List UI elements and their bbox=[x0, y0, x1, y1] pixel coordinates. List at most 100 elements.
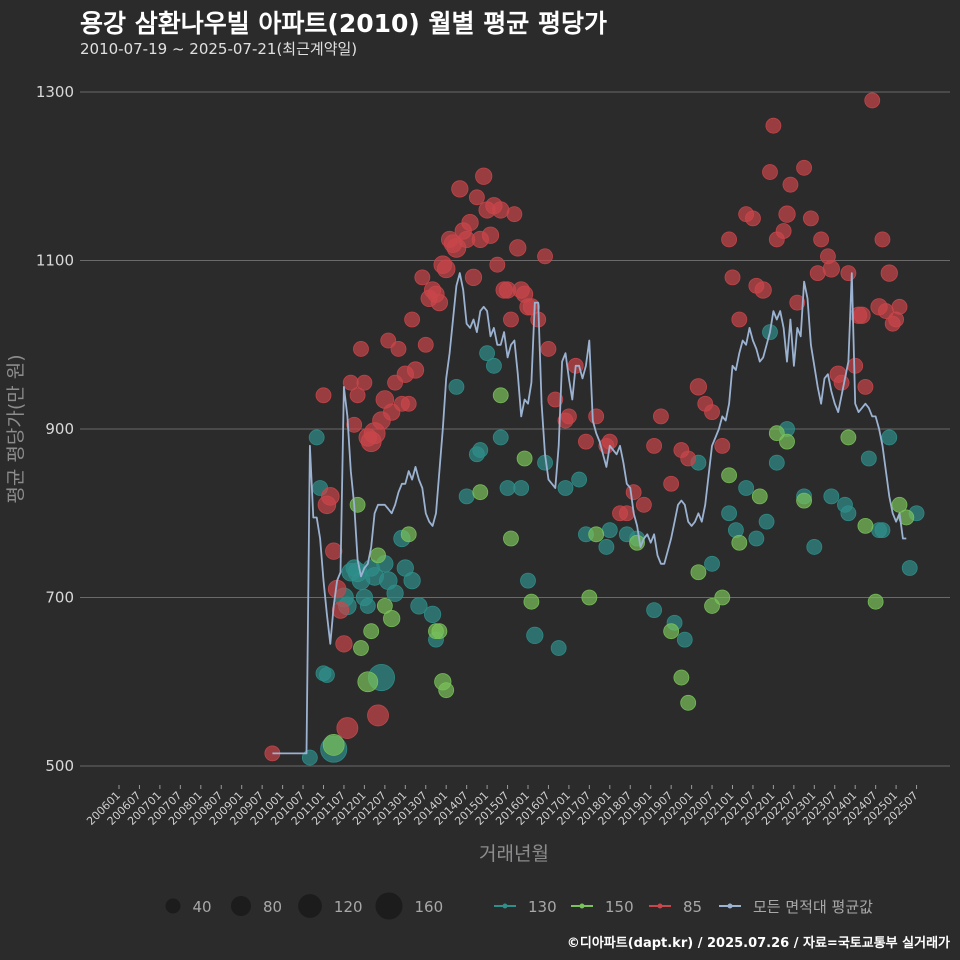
point-s150 bbox=[663, 623, 680, 640]
grid-lines bbox=[80, 91, 950, 767]
point-s130 bbox=[758, 513, 775, 530]
point-s130 bbox=[676, 631, 693, 648]
point-s85 bbox=[346, 416, 363, 433]
chart-subtitle: 2010-07-19 ~ 2025-07-21(최근계약일) bbox=[80, 40, 358, 58]
point-s85 bbox=[663, 475, 680, 492]
point-s130 bbox=[520, 572, 536, 589]
point-s150 bbox=[751, 488, 768, 505]
point-s150 bbox=[523, 593, 540, 610]
point-s85 bbox=[560, 408, 577, 425]
legend-size-label: 40 bbox=[193, 898, 212, 916]
point-s85 bbox=[380, 332, 397, 349]
point-s85 bbox=[475, 167, 493, 185]
point-s85 bbox=[840, 265, 857, 282]
point-s85 bbox=[406, 361, 425, 379]
point-s130 bbox=[513, 480, 530, 496]
point-s85 bbox=[492, 201, 510, 219]
point-s85 bbox=[430, 294, 449, 312]
point-s150 bbox=[581, 589, 598, 606]
point-s150 bbox=[891, 496, 908, 513]
point-s85 bbox=[731, 311, 748, 328]
point-s130 bbox=[410, 597, 428, 615]
point-s130 bbox=[806, 539, 823, 555]
point-s150 bbox=[503, 530, 519, 547]
point-s85 bbox=[336, 717, 359, 739]
point-s130 bbox=[526, 626, 544, 645]
point-s85 bbox=[857, 378, 874, 395]
point-s85 bbox=[417, 336, 434, 353]
point-s85 bbox=[721, 231, 738, 248]
point-s150 bbox=[438, 682, 455, 699]
point-s85 bbox=[578, 433, 594, 450]
point-s85 bbox=[864, 92, 881, 109]
point-s130 bbox=[823, 488, 840, 505]
point-s85 bbox=[704, 404, 720, 421]
point-s85 bbox=[547, 391, 564, 408]
point-s150 bbox=[840, 429, 857, 446]
y-axis-title: 평균 평당가(만 원) bbox=[5, 354, 27, 503]
point-s85 bbox=[822, 260, 840, 278]
legend-size-label: 80 bbox=[263, 898, 282, 916]
point-s85 bbox=[404, 311, 421, 328]
point-s130 bbox=[704, 555, 720, 572]
point-s130 bbox=[499, 480, 516, 496]
point-s150 bbox=[714, 589, 731, 606]
point-s85 bbox=[390, 341, 407, 357]
legend-label-s150: 150 bbox=[605, 898, 634, 916]
legend-size-swatch bbox=[375, 892, 403, 920]
x-axis-ticks: 2006012006072007012007072008012008072009… bbox=[84, 785, 921, 828]
legend-dot-s130 bbox=[502, 903, 508, 909]
legend-size-label: 120 bbox=[334, 898, 363, 916]
point-s85 bbox=[400, 395, 417, 412]
point-s85 bbox=[714, 437, 731, 454]
point-s85 bbox=[762, 164, 778, 180]
point-s85 bbox=[765, 117, 782, 134]
point-s150 bbox=[353, 640, 369, 656]
point-s130 bbox=[359, 598, 376, 614]
point-s85 bbox=[588, 408, 605, 425]
point-s85 bbox=[782, 176, 799, 193]
point-s150 bbox=[731, 534, 748, 551]
point-s85 bbox=[646, 437, 663, 454]
series-line-avg bbox=[272, 272, 907, 755]
y-tick-label: 900 bbox=[45, 420, 74, 438]
point-s150 bbox=[779, 433, 795, 450]
point-s85 bbox=[802, 210, 819, 227]
point-s85 bbox=[436, 259, 456, 279]
point-s85 bbox=[356, 374, 373, 391]
point-s130 bbox=[301, 749, 318, 766]
point-s85 bbox=[813, 231, 830, 248]
point-s85 bbox=[778, 205, 796, 223]
point-s130 bbox=[308, 429, 325, 446]
legend-dot-s85 bbox=[657, 903, 663, 909]
point-s85 bbox=[451, 180, 469, 198]
point-s150 bbox=[768, 425, 785, 442]
point-s85 bbox=[506, 206, 523, 223]
point-s85 bbox=[349, 387, 366, 404]
point-s85 bbox=[315, 387, 332, 404]
legend-dot-s150 bbox=[579, 903, 585, 909]
y-tick-label: 1100 bbox=[36, 252, 74, 270]
point-s130 bbox=[386, 584, 404, 602]
point-s150 bbox=[680, 694, 697, 711]
point-s150 bbox=[400, 526, 417, 543]
point-s85 bbox=[353, 341, 369, 357]
point-s130 bbox=[768, 454, 785, 471]
point-s130 bbox=[557, 480, 574, 496]
point-s130 bbox=[403, 572, 421, 590]
point-s85 bbox=[680, 450, 697, 467]
legend-size-swatch bbox=[231, 896, 251, 916]
point-s130 bbox=[874, 522, 891, 539]
point-s150 bbox=[516, 450, 533, 467]
legend-size-swatch bbox=[165, 898, 181, 914]
point-s150 bbox=[472, 484, 489, 501]
point-s130 bbox=[840, 505, 857, 522]
point-s85 bbox=[509, 239, 527, 257]
point-s150 bbox=[357, 671, 379, 693]
point-s130 bbox=[601, 522, 618, 539]
point-s130 bbox=[860, 450, 877, 467]
point-s85 bbox=[745, 210, 761, 227]
point-s85 bbox=[464, 268, 483, 286]
point-s130 bbox=[458, 488, 475, 505]
point-s85 bbox=[724, 269, 741, 286]
